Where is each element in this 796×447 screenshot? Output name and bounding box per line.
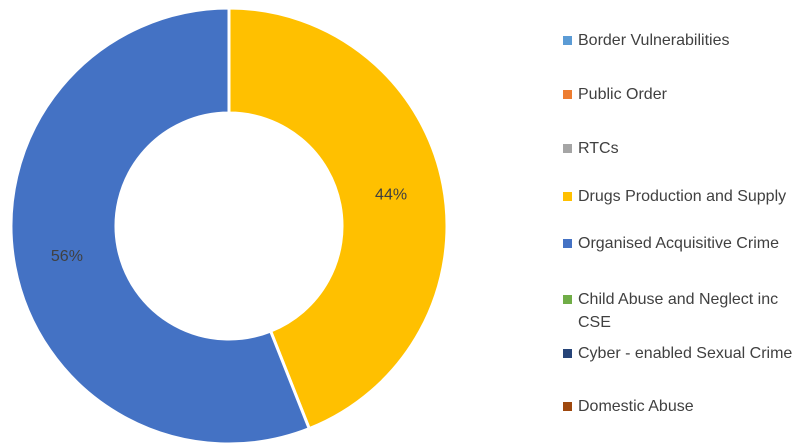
legend-item: RTCs [563, 137, 795, 160]
chart: 44% 56% [9, 6, 449, 446]
data-label: 56% [51, 248, 83, 265]
legend-label: Cyber - enabled Sexual Crime [578, 345, 793, 362]
legend-label: Child Abuse and Neglect inc CSE [578, 291, 779, 331]
legend-swatch [563, 90, 572, 99]
legend-swatch [563, 295, 572, 304]
donut-slice [227, 6, 449, 431]
legend-item: Cyber - enabled Sexual Crime [563, 342, 795, 365]
legend-swatch [563, 402, 572, 411]
legend-label: RTCs [578, 140, 619, 157]
legend-label: Domestic Abuse [578, 398, 694, 415]
legend-label: Public Order [578, 86, 667, 103]
legend-item: Child Abuse and Neglect inc CSE [563, 288, 795, 334]
data-label: 44% [375, 186, 407, 203]
legend-swatch [563, 349, 572, 358]
legend-label: Border Vulnerabilities [578, 32, 730, 49]
legend-label: Organised Acquisitive Crime [578, 235, 779, 252]
legend-item: Organised Acquisitive Crime [563, 232, 795, 255]
legend-swatch [563, 144, 572, 153]
legend-item: Drugs Production and Supply [563, 185, 795, 208]
legend-swatch [563, 192, 572, 201]
legend-item: Border Vulnerabilities [563, 29, 795, 52]
legend-swatch [563, 239, 572, 248]
legend-item: Public Order [563, 83, 795, 106]
donut-slice [9, 6, 312, 446]
legend-label: Drugs Production and Supply [578, 188, 787, 205]
legend-item: Domestic Abuse [563, 395, 795, 418]
legend-swatch [563, 36, 572, 45]
